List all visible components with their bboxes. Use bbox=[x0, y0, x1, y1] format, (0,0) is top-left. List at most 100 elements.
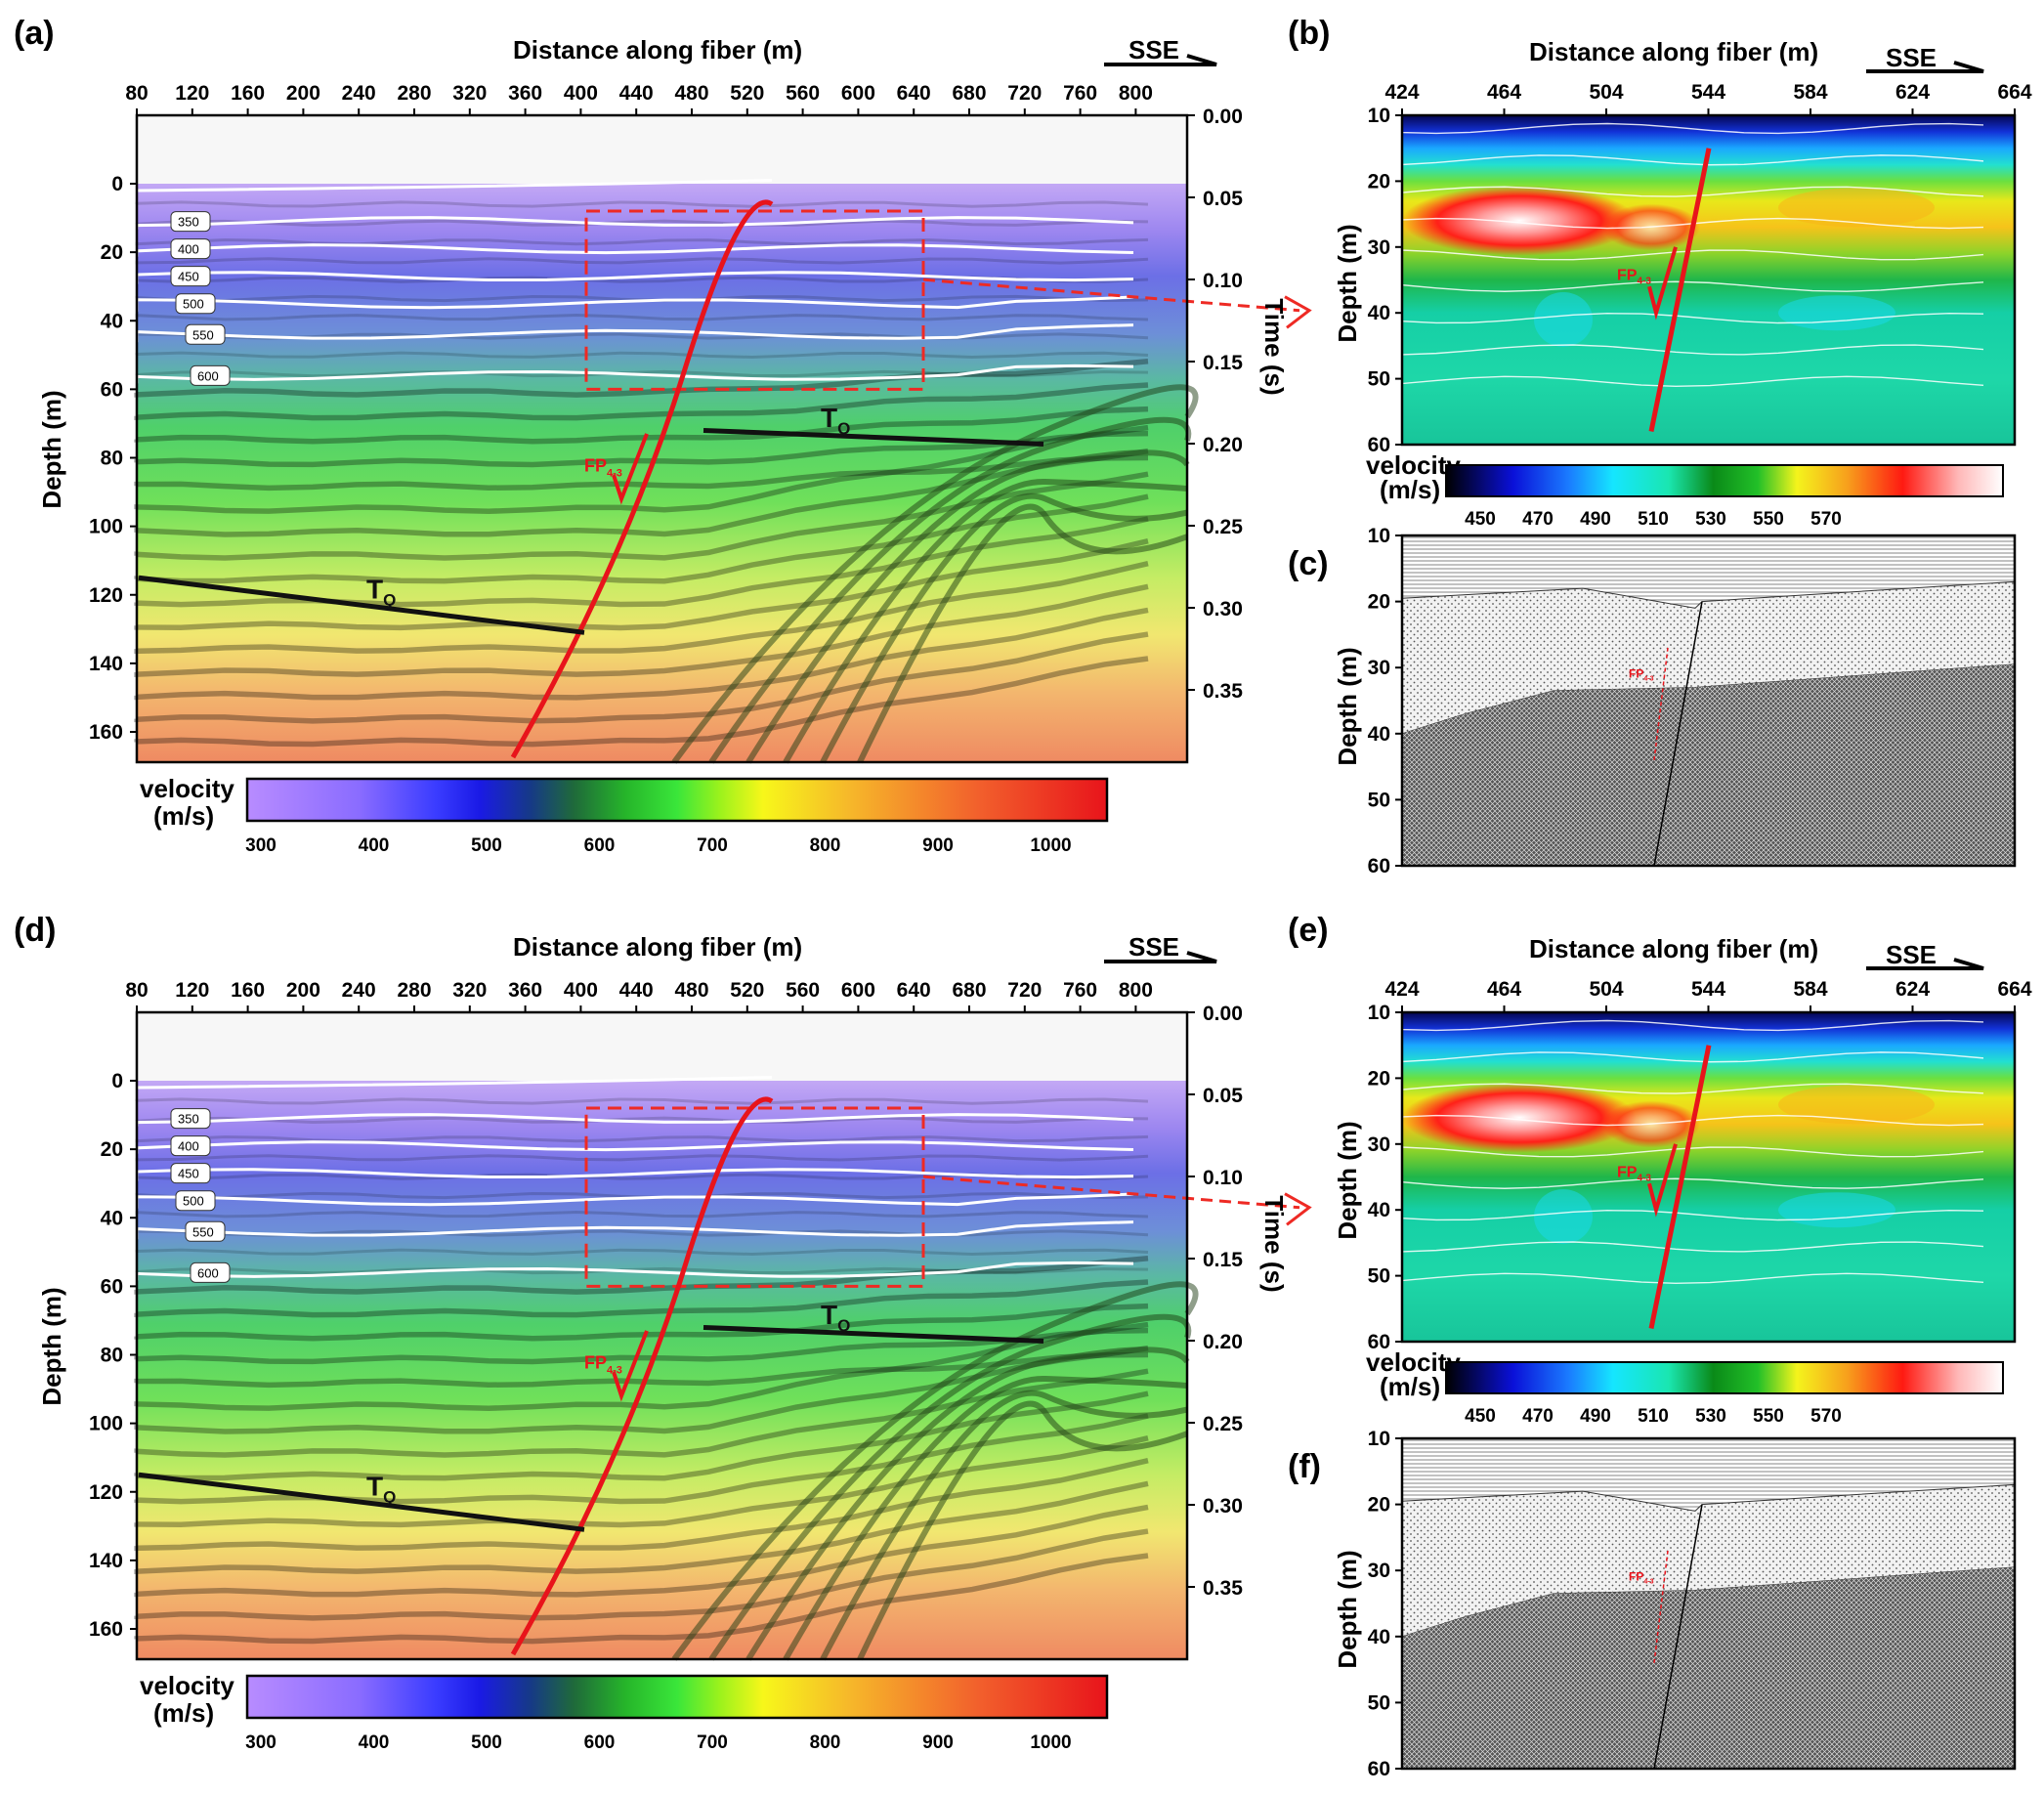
colorbar-tick-label: 900 bbox=[922, 1732, 954, 1753]
colorbar-tick-label: 530 bbox=[1695, 509, 1726, 530]
contour-label-box bbox=[190, 364, 231, 386]
panel-a: (a) Distance along fiber (m) SSE3504004505… bbox=[14, 15, 1312, 856]
fault-label: FP4-3 bbox=[1629, 1569, 1654, 1585]
x-axis: 424 464 504 544 584 624 664 bbox=[1384, 81, 2032, 115]
depth-tick-label: 50 bbox=[1368, 789, 1390, 811]
contour-line bbox=[135, 243, 1134, 257]
depth-tick-label: 50 bbox=[1368, 1265, 1390, 1288]
contour-line bbox=[135, 216, 1134, 230]
fault-slip-arrow-icon bbox=[1647, 1143, 1678, 1218]
direction-arrow-icon bbox=[1104, 951, 1217, 963]
x-tick-label: 480 bbox=[674, 82, 708, 105]
plot-frame bbox=[135, 1010, 1189, 1661]
depth-tick-label: 20 bbox=[1368, 591, 1390, 614]
reflection-texture bbox=[134, 1097, 1199, 1661]
contour-line bbox=[135, 1220, 1134, 1240]
depth-tick-label: 160 bbox=[89, 721, 123, 744]
colorbar: velocity(m/s)450 470 490 510 530 550 570 bbox=[1366, 450, 2004, 530]
velocity-image bbox=[1401, 1012, 2015, 1342]
colorbar-tick-label: 300 bbox=[245, 1732, 277, 1753]
panel-label: (e) bbox=[1288, 912, 1329, 949]
depth-axis-title: Depth (m) bbox=[1333, 647, 1362, 765]
x-tick-label: 760 bbox=[1063, 82, 1097, 105]
contour-line bbox=[1401, 1272, 1984, 1284]
x-tick-label: 584 bbox=[1793, 978, 1827, 1001]
x-tick-label: 400 bbox=[564, 979, 598, 1002]
depth-tick-label: 60 bbox=[1368, 1331, 1390, 1353]
contour-line bbox=[1401, 1083, 1984, 1094]
depth-axis-title: Depth (m) bbox=[37, 390, 66, 508]
contour-line bbox=[1401, 375, 1984, 387]
time-tick-label: 0.15 bbox=[1203, 1249, 1243, 1271]
depth-axis-title: Depth (m) bbox=[1333, 1550, 1362, 1668]
x-tick-label: 680 bbox=[952, 979, 986, 1002]
contour-line bbox=[135, 295, 1134, 312]
x-tick-label: 464 bbox=[1487, 81, 1521, 104]
fault-slip-arrow-icon bbox=[612, 1330, 649, 1402]
x-axis: 80 120 160 200 240 280 320 360 400 440 480 520 560 60… bbox=[125, 979, 1153, 1012]
x-tick-label: 720 bbox=[1007, 979, 1042, 1002]
velocity-contours: 350 400 450 500 550 600 bbox=[135, 178, 1134, 386]
colorbar-tick-label: 800 bbox=[810, 1732, 841, 1753]
time-tick-label: 0.15 bbox=[1203, 352, 1243, 374]
colorbar: velocity(m/s) 300 400 500 600 700 800 900 1000 bbox=[140, 774, 1109, 856]
horizon-tq-left bbox=[138, 575, 585, 635]
colorbar-tick-label: 700 bbox=[697, 835, 728, 856]
x-tick-label: 800 bbox=[1119, 82, 1153, 105]
depth-tick-label: 30 bbox=[1368, 1560, 1390, 1582]
depth-tick-label: 20 bbox=[1368, 1067, 1390, 1090]
x-tick-label: 320 bbox=[452, 979, 487, 1002]
direction-label: SSE bbox=[1128, 932, 1179, 962]
colorbar-ramp bbox=[1445, 464, 2004, 497]
x-tick-label: 280 bbox=[397, 82, 431, 105]
colorbar-unit: (m/s) bbox=[1380, 1372, 1440, 1401]
time-tick-label: 0.05 bbox=[1203, 1085, 1243, 1107]
contour-line bbox=[1401, 122, 1984, 135]
x-tick-label: 560 bbox=[786, 82, 820, 105]
x-tick-label: 424 bbox=[1384, 81, 1419, 104]
contour-line bbox=[1401, 1241, 1984, 1253]
colorbar-tick-label: 400 bbox=[359, 1732, 390, 1753]
depth-tick-label: 30 bbox=[1368, 657, 1390, 679]
fault-label: FP4-3 bbox=[584, 456, 622, 480]
x-tick-label: 200 bbox=[286, 979, 320, 1002]
depth-tick-label: 40 bbox=[1368, 723, 1390, 746]
depth-tick-label: 60 bbox=[101, 378, 123, 401]
colorbar-unit: (m/s) bbox=[153, 801, 214, 831]
depth-tick-label: 10 bbox=[1368, 1002, 1390, 1024]
contour-label: 400 bbox=[178, 242, 199, 257]
horizon-tq-right bbox=[703, 427, 1044, 447]
direction-arrow-icon bbox=[1866, 958, 1984, 970]
horizon-label: TQ bbox=[821, 1300, 850, 1335]
fault-trace bbox=[1653, 647, 1669, 760]
fault-label: FP4-3 bbox=[1617, 268, 1651, 287]
plot-frame bbox=[135, 113, 1189, 764]
fault-line bbox=[510, 199, 774, 759]
depth-tick-label: 30 bbox=[1368, 236, 1390, 259]
seismic-section: 350 400 450 500 550 600 bbox=[134, 1012, 1199, 1661]
depth-axis-title: Depth (m) bbox=[1333, 224, 1362, 342]
depth-tick-label: 0 bbox=[111, 173, 123, 195]
colorbar: velocity(m/s) 300 400 500 600 700 800 900 1000 bbox=[140, 1671, 1109, 1753]
contour-label-box bbox=[170, 211, 211, 233]
time-tick-label: 0.05 bbox=[1203, 188, 1243, 210]
contour-label-box bbox=[170, 1163, 211, 1184]
x-tick-label: 504 bbox=[1589, 978, 1623, 1001]
time-tick-label: 0.25 bbox=[1203, 1413, 1243, 1435]
x-tick-label: 520 bbox=[730, 979, 764, 1002]
colorbar-title: velocity bbox=[140, 1671, 234, 1700]
contour-line bbox=[1401, 1114, 1984, 1127]
contour-label: 500 bbox=[183, 1194, 204, 1209]
seismic-section: 350 400 450 500 550 600 bbox=[134, 115, 1199, 764]
colorbar: velocity(m/s)450 470 490 510 530 550 570 bbox=[1366, 1347, 2004, 1427]
layer-bottom bbox=[1402, 1566, 2015, 1769]
contour-label: 600 bbox=[197, 1265, 219, 1280]
horizon-label: TQ bbox=[366, 1471, 396, 1506]
panel-label: (d) bbox=[14, 912, 56, 949]
colorbar-tick-label: 600 bbox=[584, 835, 616, 856]
x-axis-title: Distance along fiber (m) bbox=[1529, 37, 1818, 66]
depth-tick-label: 20 bbox=[1368, 1494, 1390, 1517]
plot-frame bbox=[1400, 534, 2017, 868]
x-tick-label: 160 bbox=[231, 82, 265, 105]
depth-tick-label: 140 bbox=[89, 653, 123, 675]
